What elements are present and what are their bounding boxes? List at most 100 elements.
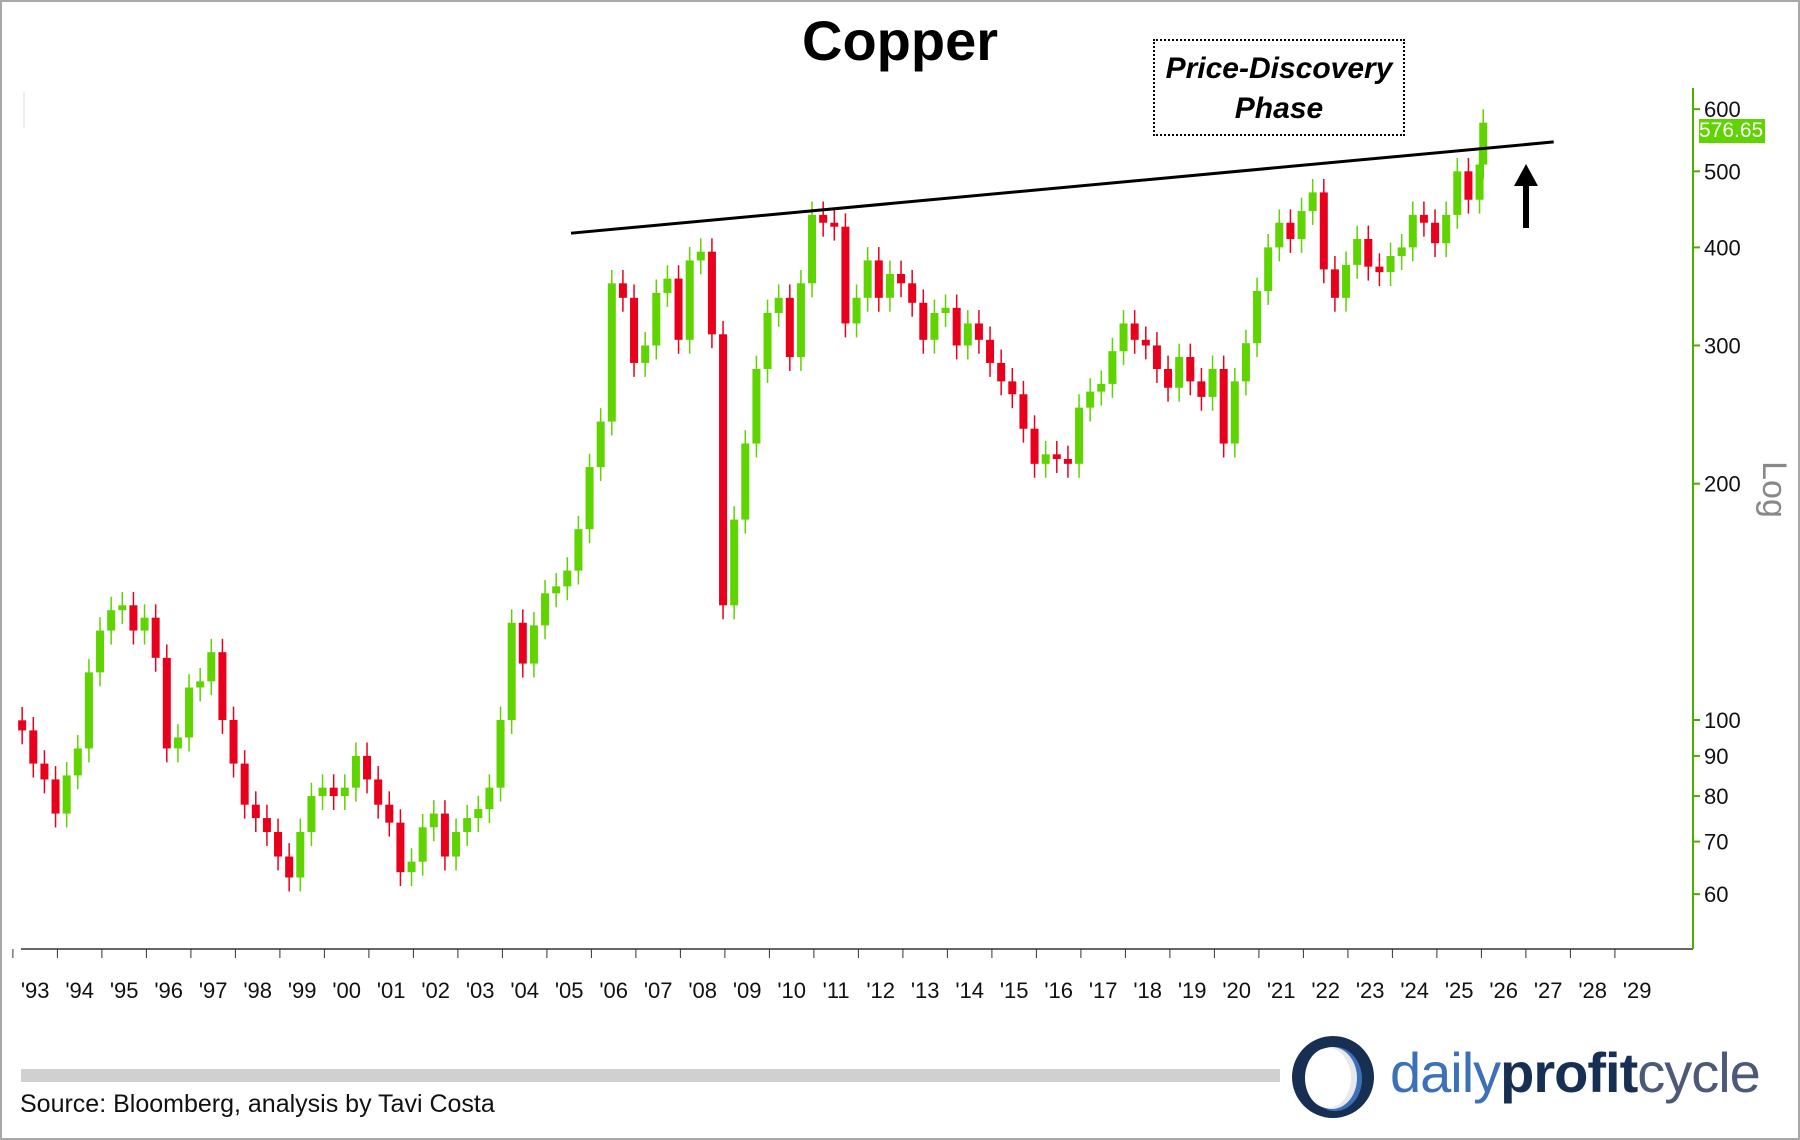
annotation-line-2: Phase	[1234, 92, 1324, 125]
candle-body	[340, 787, 349, 797]
candle-body	[1364, 238, 1373, 267]
candle-body	[1453, 171, 1462, 215]
resistance-trendline	[570, 140, 1554, 235]
candle-body	[62, 775, 71, 814]
x-tick-label: '28	[1578, 978, 1607, 1003]
candle-body	[1141, 339, 1150, 346]
x-tick-label: '04	[510, 978, 539, 1003]
footer-divider-bar	[21, 1069, 1280, 1082]
x-tick-label: '11	[823, 978, 850, 1003]
y-tick-label: 500	[1704, 159, 1741, 184]
x-tick-label: '05	[555, 978, 584, 1003]
candle-body	[29, 730, 38, 764]
candle-body	[897, 273, 906, 284]
candle-body	[618, 283, 627, 298]
candle-body	[363, 755, 372, 780]
candle-body	[1464, 171, 1473, 200]
candle-body	[707, 251, 716, 335]
candle-body	[1108, 351, 1117, 384]
candle-body	[474, 809, 483, 819]
candle-body	[1275, 222, 1284, 248]
candle-body	[207, 652, 216, 682]
x-tick-label: '98	[243, 978, 272, 1003]
last-price-label: 576.65	[1699, 119, 1765, 143]
y-tick-label: 70	[1704, 830, 1728, 855]
x-tick-label: '17	[1089, 978, 1118, 1003]
candle-body	[496, 720, 505, 788]
candle-body	[852, 297, 861, 324]
candle-body	[185, 687, 194, 738]
candle-body	[796, 283, 805, 358]
x-tick-label: '19	[1178, 978, 1207, 1003]
candle-body	[652, 292, 661, 346]
log-scale-label: Log	[1754, 461, 1793, 518]
candle-body	[1297, 211, 1306, 239]
candle-body	[40, 763, 49, 780]
candle-body	[819, 214, 828, 223]
candle-body	[1319, 192, 1328, 270]
candle-body	[1119, 323, 1128, 352]
x-tick-label: '27	[1534, 978, 1563, 1003]
candle-body	[351, 755, 360, 788]
x-tick-label: '02	[421, 978, 450, 1003]
x-tick-label: '94	[65, 978, 94, 1003]
x-tick-label: '01	[377, 978, 406, 1003]
candle-body	[841, 226, 850, 324]
candle-body	[1408, 214, 1417, 248]
candle-body	[1197, 381, 1206, 397]
candle-body	[574, 529, 583, 571]
candle-body	[1397, 247, 1406, 257]
candle-body	[863, 260, 872, 298]
candle-body	[173, 737, 182, 749]
candle-body	[952, 307, 961, 346]
candle-body	[1375, 266, 1384, 273]
candle-body	[374, 779, 383, 805]
candle-body	[296, 831, 305, 878]
candle-body	[1152, 345, 1161, 369]
candle-body	[1086, 391, 1095, 408]
candle-body	[563, 570, 572, 587]
x-tick-label: '14	[955, 978, 984, 1003]
candle-body	[596, 421, 605, 468]
x-tick-label: '97	[199, 978, 228, 1003]
candle-body	[1097, 383, 1106, 392]
candle-body	[1164, 368, 1173, 388]
candle-body	[730, 519, 739, 606]
candle-body	[129, 605, 138, 631]
y-tick-label: 200	[1704, 472, 1741, 497]
x-tick-label: '24	[1400, 978, 1429, 1003]
y-tick-label: 80	[1704, 784, 1728, 809]
candle-body	[429, 813, 438, 828]
candle-body	[941, 307, 950, 313]
candle-body	[318, 787, 327, 797]
candle-body	[196, 681, 205, 688]
candle-body	[107, 610, 116, 631]
up-arrow-icon	[1514, 164, 1538, 186]
candle-body	[285, 856, 294, 878]
x-tick-label: '09	[733, 978, 762, 1003]
x-tick-label: '15	[1000, 978, 1029, 1003]
candle-body	[830, 222, 839, 227]
candle-body	[630, 297, 639, 363]
x-tick-label: '16	[1044, 978, 1073, 1003]
x-tick-label: '22	[1311, 978, 1340, 1003]
candle-body	[1386, 256, 1395, 273]
candle-body	[73, 748, 82, 776]
candle-body	[974, 323, 983, 340]
logo-part-cycle: cycle	[1637, 1041, 1761, 1104]
candle-body	[1230, 381, 1239, 444]
x-tick-label: '25	[1445, 978, 1474, 1003]
candle-body	[685, 260, 694, 340]
candle-body	[1475, 164, 1484, 200]
candle-body	[84, 672, 93, 749]
logo-circle-icon	[1292, 1036, 1374, 1118]
candle-body	[1063, 459, 1072, 464]
candle-body	[307, 796, 316, 832]
y-tick-label: 60	[1704, 882, 1728, 907]
axes-layer: 60 70 80 90 100 200 300 400 500 600 '93 '94 '95 '96 '9…	[12, 88, 1741, 1003]
x-tick-label: '96	[154, 978, 183, 1003]
candle-body	[96, 630, 105, 673]
candle-body	[1219, 368, 1228, 444]
candle-body	[607, 283, 616, 422]
